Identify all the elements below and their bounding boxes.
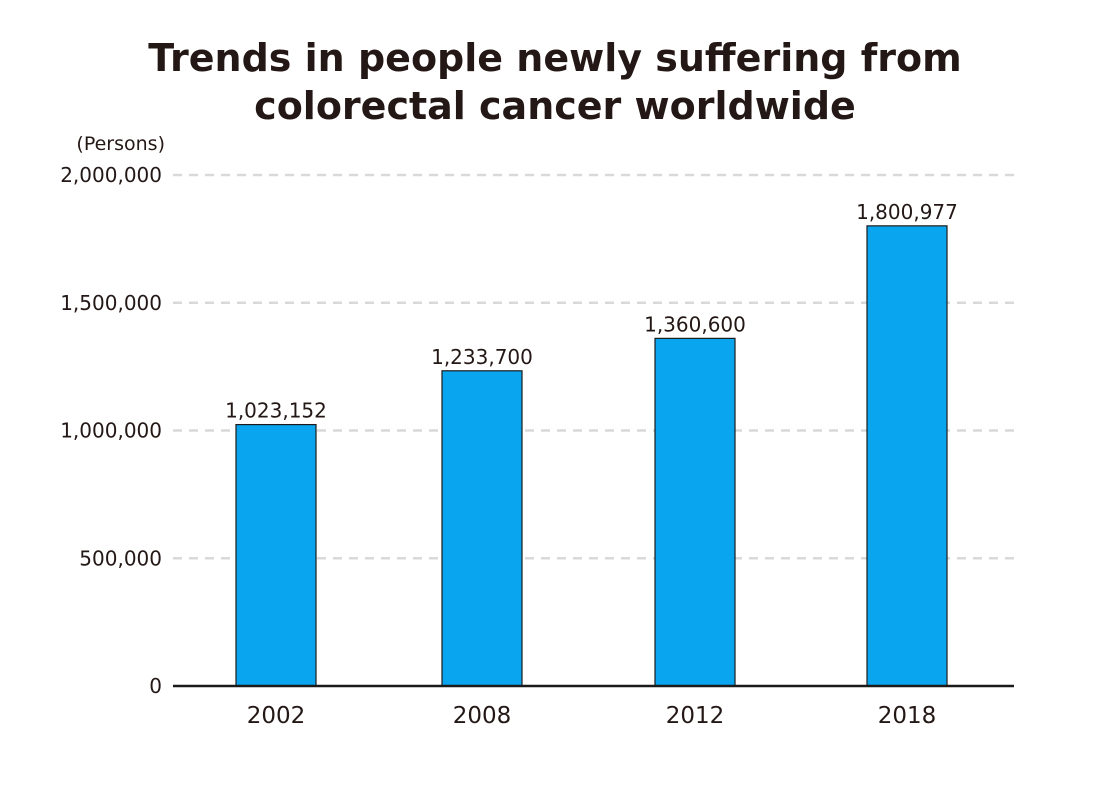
x-tick-label: 2018 [878,703,937,729]
bar-value-label: 1,360,600 [644,312,746,336]
bar-value-label: 1,800,977 [856,200,958,224]
bar-value-label: 1,023,152 [225,399,327,423]
x-tick-label: 2012 [666,703,725,729]
bar [866,225,948,687]
bar-value-labels: 1,023,152 1,233,700 1,360,600 1,800,977 [225,200,958,423]
chart-title-line-2: colorectal cancer worldwide [254,84,856,128]
gridlines [173,173,1014,560]
y-axis-tick-labels: 0 500,000 1,000,000 1,500,000 2,000,000 [60,163,162,698]
chart-title: Trends in people newly suffering from co… [0,34,1110,130]
y-tick-label: 1,000,000 [60,419,162,443]
bar [441,370,523,687]
x-tick-label: 2002 [247,703,306,729]
y-tick-label: 1,500,000 [60,291,162,315]
y-tick-label: 0 [149,674,162,698]
chart-title-line-1: Trends in people newly suffering from [148,36,962,80]
y-tick-label: 500,000 [79,546,162,570]
x-axis-tick-labels: 2002 2008 2012 2018 [247,703,937,729]
bar-value-label: 1,233,700 [431,345,533,369]
y-tick-label: 2,000,000 [60,163,162,187]
y-axis-unit-label: (Persons) [76,133,165,155]
bars [235,225,948,687]
x-tick-label: 2008 [453,703,512,729]
bar [654,337,736,687]
bar [235,423,317,687]
